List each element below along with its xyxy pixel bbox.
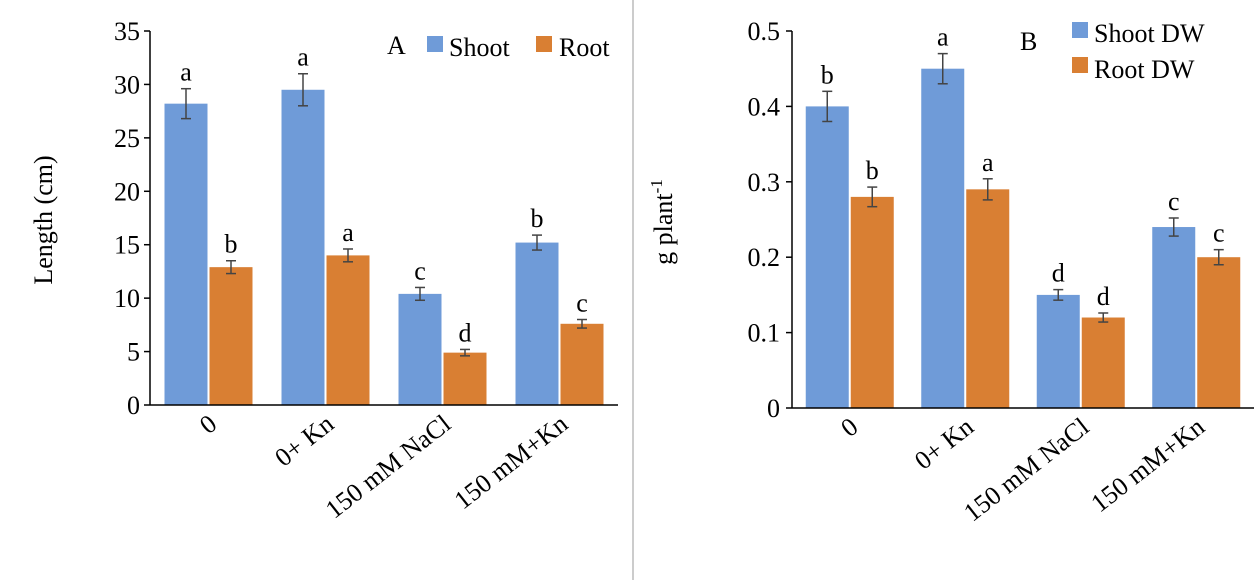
legend-a: Shoot Root [427,33,610,62]
significance-letter-a-s1-c0: b [225,230,238,259]
legend-label-a-1: Root [559,33,610,62]
error-bar-a-s1-c0 [226,259,236,275]
y-axis-label-b-text: g plant [649,193,678,265]
error-bar-b-s0-c3 [1168,217,1179,237]
bar-a-s0-c1 [281,89,325,406]
legend-label-b-0: Shoot DW [1094,19,1205,48]
y-axis-label-b: g plant-1 [647,179,678,265]
significance-letter-a-s0-c2: c [414,256,426,285]
y-tick-label-a-2: 10 [114,284,140,313]
significance-letter-a-s1-c1: a [342,218,354,247]
error-bar-b-s1-c2 [1098,312,1109,323]
error-bar-b-s0-c2 [1053,288,1064,301]
significance-letter-a-s0-c1: a [297,43,309,72]
bar-b-s1-c1 [966,189,1010,408]
bar-a-s1-c0 [209,267,253,405]
y-tick-label-b-0: 0 [767,394,780,423]
bar-a-s0-c3 [515,242,559,405]
y-tick-label-b-5: 0.5 [748,17,781,46]
bar-a-s1-c3 [560,323,604,405]
panel-label-a: A [387,31,406,60]
y-tick-label-b-3: 0.3 [748,168,781,197]
error-bar-b-s0-c1 [937,52,948,85]
y-tick-label-b-2: 0.2 [748,243,781,272]
bar-b-s0-c2 [1036,294,1080,408]
significance-letter-b-s0-c2: d [1052,259,1065,288]
error-bar-a-s1-c1 [343,248,353,263]
legend-swatch-a-1 [536,36,552,52]
error-bar-b-s0-c0 [822,90,833,123]
bar-b-s1-c0 [850,196,894,408]
bar-b-s1-c2 [1081,317,1125,408]
error-bar-a-s0-c2 [415,286,425,302]
error-bar-b-s1-c0 [867,186,878,208]
legend-b: Shoot DW Root DW [1072,19,1205,84]
bar-b-s1-c3 [1197,257,1241,408]
significance-letter-a-s1-c2: d [459,318,472,347]
error-bar-a-s0-c0 [181,87,191,120]
significance-letter-b-s0-c3: c [1168,187,1180,216]
significance-letter-b-s0-c1: a [937,23,949,52]
bar-b-s0-c0 [805,106,849,409]
error-bar-a-s0-c3 [532,234,542,251]
bar-a-s1-c2 [443,352,487,405]
y-tick-label-a-7: 35 [114,17,140,46]
y-tick-label-a-6: 30 [114,70,140,99]
significance-letter-a-s0-c3: b [531,204,544,233]
bar-a-s1-c1 [326,255,370,405]
significance-letter-b-s1-c3: c [1213,219,1225,248]
y-tick-label-a-5: 25 [114,124,140,153]
y-tick-label-b-4: 0.4 [748,92,781,121]
y-tick-label-a-0: 0 [127,391,140,420]
y-axis-label-b-superscript: -1 [647,179,666,193]
y-axis-label-a: Length (cm) [29,155,58,284]
y-tick-label-a-3: 15 [114,231,140,260]
significance-letter-b-s1-c0: b [866,156,879,185]
bar-b-s0-c1 [921,68,965,408]
legend-swatch-a-0 [427,36,443,52]
legend-label-a-0: Shoot [449,33,510,62]
panel-label-b: B [1020,27,1037,56]
significance-letter-b-s0-c0: b [821,60,834,89]
y-tick-label-a-4: 20 [114,177,140,206]
error-bar-a-s0-c1 [298,72,308,107]
y-tick-label-a-1: 5 [127,338,140,367]
error-bar-a-s1-c3 [577,318,587,329]
significance-letter-a-s1-c3: c [576,289,588,318]
error-bar-b-s1-c1 [982,178,993,201]
legend-label-b-1: Root DW [1094,55,1195,84]
bar-b-s0-c3 [1152,227,1196,408]
legend-swatch-b-0 [1072,22,1088,38]
bar-a-s0-c2 [398,293,442,405]
error-bar-a-s1-c2 [460,348,470,357]
y-tick-label-b-1: 0.1 [748,319,781,348]
significance-letter-b-s1-c1: a [982,148,994,177]
legend-swatch-b-1 [1072,57,1088,73]
significance-letter-b-s1-c2: d [1097,282,1110,311]
error-bar-b-s1-c3 [1213,248,1224,266]
bar-a-s0-c0 [164,103,208,406]
significance-letter-a-s0-c0: a [180,58,192,87]
